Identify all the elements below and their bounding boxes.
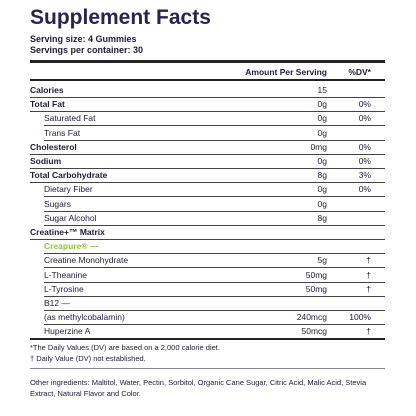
table-row: Creapure® — xyxy=(44,238,385,255)
rule xyxy=(30,60,385,63)
table-row: Creatine+™ Matrix xyxy=(30,224,385,240)
servings-per-container: Servings per container: 30 xyxy=(30,45,144,55)
table-row: B12 — xyxy=(44,295,385,311)
cell-dv: † xyxy=(366,283,371,294)
cell-dv: † xyxy=(366,255,371,266)
table-row: (as methylcobalamin) 240mcg 100% xyxy=(44,309,385,326)
cell-amount: 0g xyxy=(317,127,327,138)
ingredients: Other ingredients: Maltitol, Water, Pect… xyxy=(30,378,367,398)
cell-name: Cholesterol xyxy=(30,141,77,152)
cell-name: (as methylcobalamin) xyxy=(44,312,125,323)
cell-dv: 0% xyxy=(358,99,371,110)
cell-name: Sugar Alcohol xyxy=(44,212,97,223)
cell-name: Creatine+™ Matrix xyxy=(30,227,105,237)
table-row: L-Tyrosine 50mg † xyxy=(44,281,385,297)
table-row: Total Carbohydrate 8g 3% xyxy=(30,167,385,184)
cell-dv: 0% xyxy=(358,184,371,195)
cell-dv: 100% xyxy=(349,312,371,323)
cell-amount: 0mg xyxy=(310,141,327,152)
cell-amount: 0g xyxy=(317,184,327,195)
rule xyxy=(30,338,385,340)
cell-amount: 0g xyxy=(317,198,327,209)
table-row: L-Theanine 50mg † xyxy=(44,267,385,283)
table-row: Sodium 0g 0% xyxy=(30,153,385,169)
cell-amount: 240mcg xyxy=(296,312,327,323)
table-row: Total Fat 0g 0% xyxy=(30,96,385,113)
cell-name: Trans Fat xyxy=(44,127,81,138)
cell-amount: 0g xyxy=(317,99,327,110)
cell-name: Saturated Fat xyxy=(44,113,96,124)
cell-dv: † xyxy=(366,326,371,337)
table-row: Sugar Alcohol 8g xyxy=(44,210,385,226)
title: Supplement Facts xyxy=(30,6,211,29)
cell-name: L-Tyrosine xyxy=(44,283,84,294)
cell-amount: 8g xyxy=(317,212,327,223)
rule xyxy=(30,79,385,81)
table-row: Creatine Monohydrate 5g † xyxy=(44,252,385,269)
cell-amount: 8g xyxy=(317,170,327,181)
cell-name: Total Carbohydrate xyxy=(30,170,108,181)
cell-dv: 0% xyxy=(358,113,371,124)
cell-name: Sodium xyxy=(30,156,62,166)
cell-name: Total Fat xyxy=(30,99,65,110)
cell-amount: 0g xyxy=(317,156,327,166)
cell-dv: 3% xyxy=(358,170,371,181)
cell-name: L-Theanine xyxy=(44,269,88,280)
cell-name: Sugars xyxy=(44,198,71,209)
table-row: Calories 15 xyxy=(30,82,385,98)
dv-header: %DV* xyxy=(348,67,371,77)
cell-name: Dietary Fiber xyxy=(44,184,93,195)
cell-dv: 0% xyxy=(358,141,371,152)
cell-name: Creatine Monohydrate xyxy=(44,255,129,266)
table-row: Cholesterol 0mg 0% xyxy=(30,139,385,155)
footnote: † Daily Value (DV) not established. xyxy=(30,354,146,363)
cell-name: Calories xyxy=(30,85,64,95)
cell-amount: 50mg xyxy=(305,269,327,280)
cell-amount: 5g xyxy=(317,255,327,266)
cell-name: Huperzine A xyxy=(44,326,91,337)
cell-name: B12 — xyxy=(44,298,70,308)
table-row: Saturated Fat 0g 0% xyxy=(44,110,385,127)
footnote: *The Daily Values (DV) are based on a 2,… xyxy=(30,343,220,352)
cell-dv: † xyxy=(366,269,371,280)
cell-amount: 50mg xyxy=(305,283,327,294)
amount-header: Amount Per Serving xyxy=(245,67,327,77)
table-row: Trans Fat 0g xyxy=(44,125,385,141)
cell-amount: 0g xyxy=(317,113,327,124)
table-row: Huperzine A 50mcg † xyxy=(44,323,385,340)
table-row: Sugars 0g xyxy=(44,196,385,212)
serving-size: Serving size: 4 Gummies xyxy=(30,34,137,44)
rule xyxy=(30,368,385,369)
cell-name: Creapure® — xyxy=(44,241,99,252)
cell-amount: 50mcg xyxy=(301,326,327,337)
table-row: Dietary Fiber 0g 0% xyxy=(44,181,385,198)
cell-amount: 15 xyxy=(317,85,327,95)
cell-dv: 0% xyxy=(358,156,371,166)
